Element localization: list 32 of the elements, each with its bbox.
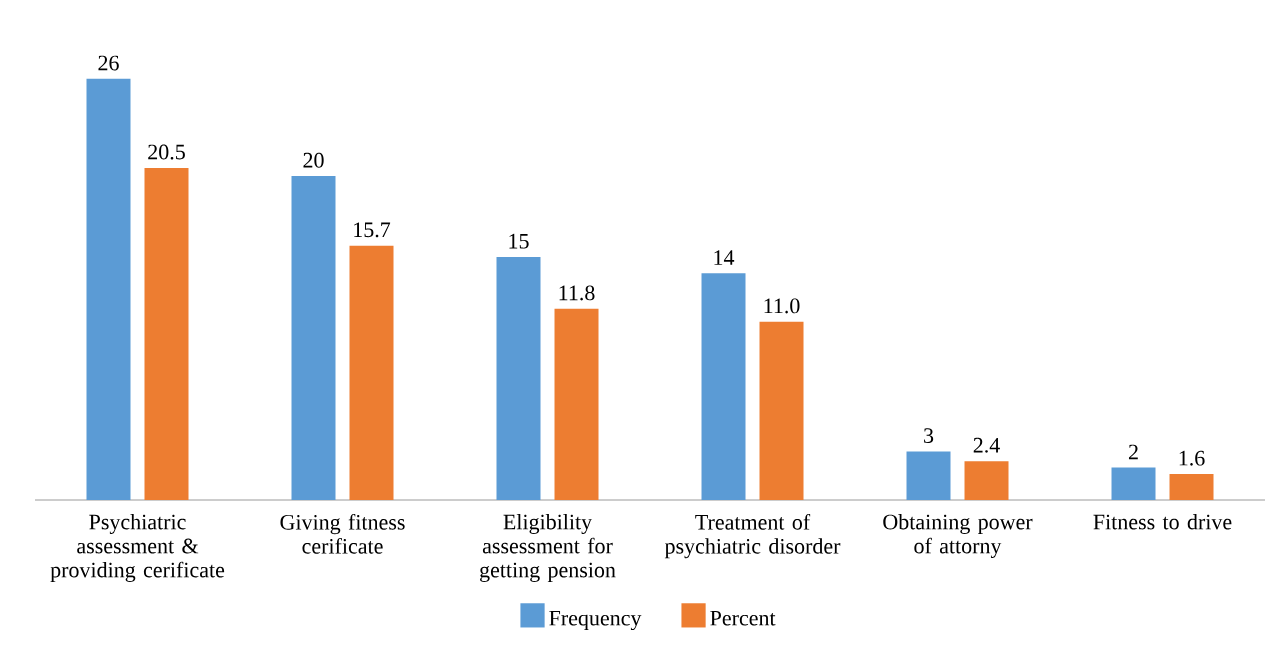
data-label: 15 (509, 233, 529, 249)
bar (291, 176, 336, 500)
bar (86, 78, 131, 500)
bar (701, 273, 746, 500)
bar (1169, 474, 1214, 500)
bar (964, 461, 1009, 500)
bar (349, 245, 394, 500)
x-tick-label: Psychiatric assessment & providing cerificate (50, 514, 225, 582)
data-label: 11.0 (764, 298, 800, 314)
data-label: 15.7 (354, 222, 391, 238)
x-tick-label: Eligibility assessment for getting pension (480, 514, 616, 582)
data-label: 14 (714, 250, 735, 265)
data-label: 2.4 (973, 437, 1000, 453)
data-label: 11.8 (559, 285, 595, 301)
data-label: 1.6 (1179, 450, 1205, 466)
legend-label: Percent (710, 610, 776, 626)
data-label: 2 (1128, 444, 1138, 460)
bar (759, 321, 804, 500)
data-label: 26 (98, 55, 119, 71)
legend-label: Frequency (549, 610, 642, 631)
data-label: 20 (303, 152, 324, 168)
bar (554, 308, 599, 500)
x-tick-label: Giving fitness cerificate (280, 513, 405, 554)
bar (144, 167, 189, 500)
bar (1111, 467, 1156, 500)
bar (496, 257, 541, 500)
x-tick-label: Fitness to drive (1093, 514, 1232, 530)
x-tick-label: Treatment of psychiatric disorder (664, 513, 841, 559)
x-tick-label: Obtaining power of attorny (883, 514, 1033, 558)
data-label: 20.5 (148, 144, 185, 160)
bar (906, 451, 951, 500)
data-label: 3 (924, 428, 934, 444)
